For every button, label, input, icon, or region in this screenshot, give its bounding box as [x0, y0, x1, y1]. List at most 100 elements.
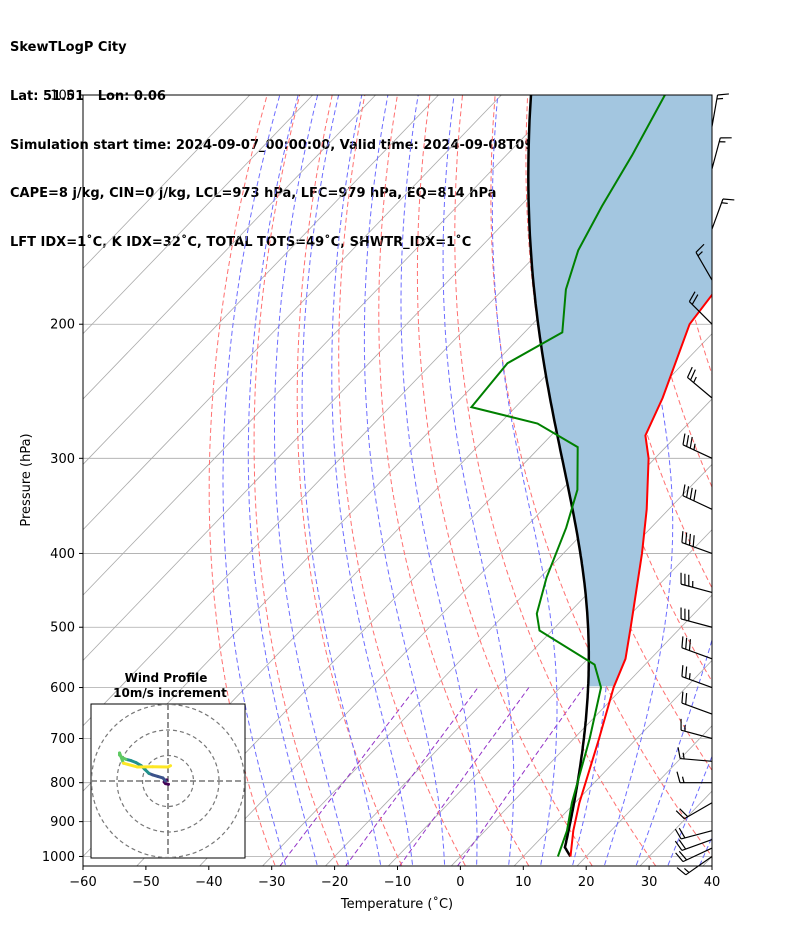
y-tick-label: 500: [50, 621, 75, 636]
wind-barb-shaft: [680, 618, 713, 628]
moist-adiabat: [603, 95, 674, 866]
hodograph-segment: [121, 761, 139, 769]
wind-barb-shaft: [682, 847, 713, 863]
x-tick-label: −40: [195, 875, 222, 890]
isotherm-line: [83, 95, 376, 400]
wind-barb-flag: [676, 867, 687, 876]
wind-barb: [676, 771, 712, 784]
wind-barb: [682, 433, 713, 459]
x-tick-label: −30: [258, 875, 285, 890]
wind-barb-flag: [681, 691, 684, 704]
moist-adiabat: [667, 755, 712, 866]
wind-barb-flag: [675, 852, 684, 863]
wind-barb: [675, 802, 713, 820]
cape-shading: [528, 95, 712, 687]
hodograph-subtitle: 10m/s increment: [113, 686, 227, 700]
wind-barb-flag: [678, 827, 686, 839]
station-title: SkewTLogP City: [10, 40, 127, 56]
wind-barb-half-flag: [681, 776, 685, 783]
isotherm-line: [83, 95, 565, 596]
dewpoint-profile: [469, 95, 666, 857]
isotherm-line: [83, 95, 628, 661]
wind-barb-flag: [689, 487, 693, 500]
wind-barb: [681, 665, 713, 689]
x-tick-label: 0: [456, 875, 464, 890]
wind-barb-shaft: [683, 802, 713, 820]
wind-barb-flag: [681, 636, 684, 648]
wind-barb: [681, 636, 713, 660]
wind-barb-flag: [689, 436, 693, 449]
dry-adiabat: [378, 95, 530, 866]
cape-area: [528, 95, 712, 687]
wind-barb: [681, 531, 713, 555]
wind-barb: [674, 838, 713, 852]
isotherm-line: [83, 95, 502, 531]
isotherm-line: [387, 529, 712, 866]
wind-barb: [695, 243, 713, 281]
x-axis-label: Temperature (˚C): [340, 896, 453, 912]
y-tick-label: 700: [50, 732, 75, 747]
wind-barb: [680, 607, 713, 628]
station-coordinates: Lat: 51.51 Lon: 0.06: [10, 89, 166, 104]
moist-adiabat: [222, 95, 287, 866]
y-tick-label: 900: [50, 815, 75, 830]
wind-barb: [676, 855, 713, 876]
wind-barb-flag: [685, 666, 688, 679]
hodograph-segment: [166, 764, 173, 769]
x-tick-label: −50: [132, 875, 159, 890]
isotherm-line: [83, 95, 439, 465]
wind-barb: [680, 718, 713, 740]
wind-barb-flag: [674, 828, 682, 840]
isotherm-line: [759, 95, 794, 873]
wind-barb-flag: [688, 533, 691, 546]
wind-barb: [674, 827, 713, 840]
wind-barb-shaft: [682, 444, 713, 459]
y-tick-label: 600: [50, 681, 75, 696]
wind-barb-flag: [674, 840, 683, 851]
mixing-ratio-line: [456, 687, 585, 866]
wind-barb-half-flag: [688, 673, 691, 680]
y-tick-label: 300: [50, 452, 75, 467]
x-tick-label: 40: [704, 875, 721, 890]
wind-barb-shaft: [680, 830, 713, 840]
wind-barb-flag: [693, 489, 697, 501]
wind-barb-flag: [682, 433, 686, 445]
isotherm-line: [324, 463, 712, 866]
wind-barb-half-flag: [684, 868, 690, 873]
y-tick-label: 1000: [42, 850, 75, 865]
moist-adiabat: [363, 95, 446, 866]
moist-adiabat: [301, 95, 382, 866]
x-tick-label: 30: [641, 875, 658, 890]
y-tick-label: 200: [50, 318, 75, 333]
moist-adiabat: [274, 95, 350, 866]
wind-barb-shaft: [681, 541, 713, 555]
wind-barb-flag: [688, 291, 696, 302]
dry-adiabat: [253, 95, 340, 866]
wind-barb: [686, 366, 713, 399]
wind-barb-shaft: [695, 252, 713, 281]
y-tick-label: 100: [50, 89, 75, 104]
wind-barb-flag: [688, 639, 691, 651]
wind-barb-flag: [676, 771, 681, 783]
isotherm-line: [136, 267, 712, 866]
dry-adiabat: [756, 95, 794, 873]
wind-barb-shaft: [680, 757, 713, 762]
sounding-profiles: [469, 95, 712, 858]
wind-barb-flag: [681, 665, 684, 677]
x-axis-ticks: −60 −50 −40 −30 −20 −10 0 10 20 30 40: [69, 866, 720, 890]
wind-barb-half-flag: [721, 202, 728, 205]
wind-barb: [688, 291, 713, 325]
wind-barb-shaft: [688, 301, 713, 325]
wind-barb: [675, 847, 713, 863]
wind-barb: [682, 484, 713, 510]
wind-barb-flag: [678, 839, 687, 850]
wind-barb-flag: [686, 366, 693, 378]
wind-barb-flag: [685, 532, 688, 544]
dry-adiabat: [788, 95, 794, 873]
dry-adiabat: [296, 95, 403, 866]
wind-barb-flag: [682, 484, 686, 496]
moist-adiabat: [400, 95, 478, 866]
wind-barb-half-flag: [693, 443, 696, 450]
wind-barb: [680, 572, 713, 593]
isotherm-line: [83, 95, 251, 269]
